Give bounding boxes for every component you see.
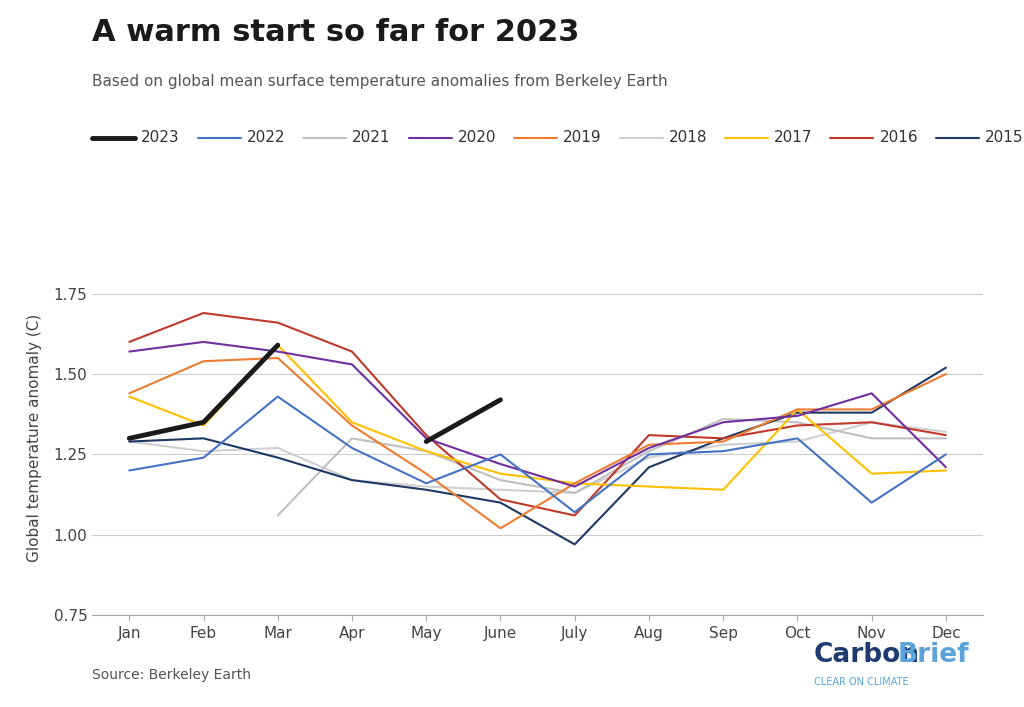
Text: Carbon: Carbon	[814, 642, 921, 668]
Text: 2015: 2015	[985, 130, 1024, 146]
Text: Based on global mean surface temperature anomalies from Berkeley Earth: Based on global mean surface temperature…	[92, 74, 668, 89]
Text: 2016: 2016	[880, 130, 919, 146]
Text: CLEAR ON CLIMATE: CLEAR ON CLIMATE	[814, 677, 908, 687]
Text: 2021: 2021	[352, 130, 391, 146]
Text: A warm start so far for 2023: A warm start so far for 2023	[92, 18, 580, 47]
Text: Source: Berkeley Earth: Source: Berkeley Earth	[92, 668, 251, 682]
Text: 2023: 2023	[141, 130, 180, 146]
Y-axis label: Global temperature anomaly (C): Global temperature anomaly (C)	[28, 314, 42, 563]
Text: 2022: 2022	[247, 130, 286, 146]
Text: 2017: 2017	[774, 130, 813, 146]
Text: 2018: 2018	[669, 130, 708, 146]
Text: Brief: Brief	[898, 642, 970, 668]
Text: 2019: 2019	[563, 130, 602, 146]
Text: 2020: 2020	[458, 130, 497, 146]
